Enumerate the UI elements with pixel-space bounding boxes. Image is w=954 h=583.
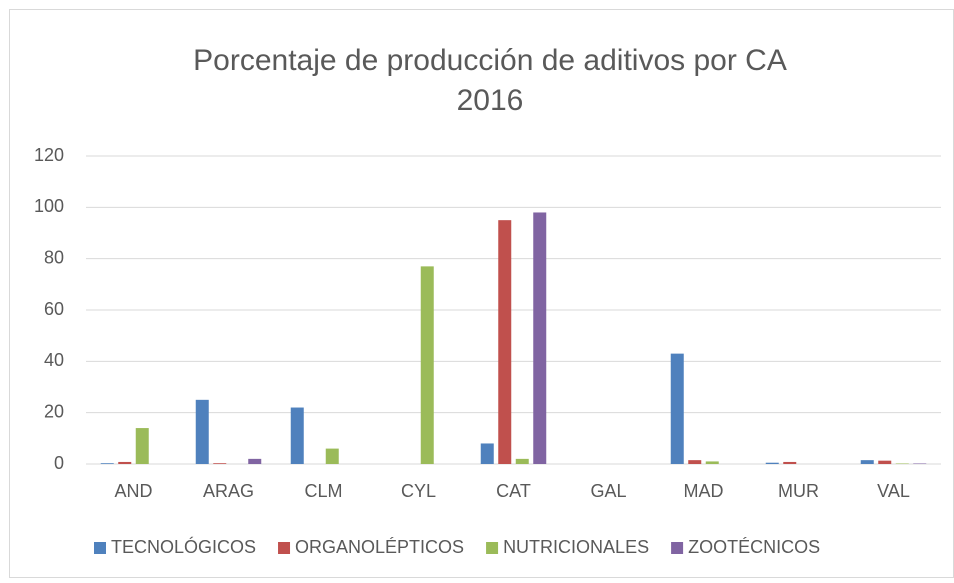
x-tick-label: VAL (877, 481, 910, 501)
legend-label: TECNOLÓGICOS (111, 536, 256, 557)
x-tick-label: CLM (304, 481, 342, 501)
legend-swatch (94, 542, 106, 554)
bar (533, 212, 547, 464)
bar (783, 461, 797, 464)
chart-title: Porcentaje de producción de aditivos por… (193, 44, 787, 77)
legend-label: ORGANOLÉPTICOS (295, 537, 464, 557)
legend-swatch (486, 542, 499, 554)
bar (480, 443, 494, 464)
chart-subtitle: 2016 (457, 84, 524, 117)
bar (498, 220, 512, 464)
legend-swatch (671, 542, 684, 554)
x-tick-label: GAL (590, 481, 626, 501)
chart-border (9, 9, 954, 578)
y-tick-label: 20 (44, 401, 64, 421)
bar (290, 407, 304, 464)
bar (118, 461, 132, 464)
x-tick-label: ARAG (203, 481, 254, 501)
legend-swatch (278, 542, 291, 554)
bar (913, 463, 927, 464)
y-tick-label: 100 (34, 196, 64, 216)
y-tick-label: 120 (34, 145, 64, 165)
x-tick-label: CYL (401, 481, 436, 501)
x-tick-label: MUR (778, 481, 819, 501)
bar (100, 463, 114, 464)
bar (878, 460, 892, 464)
x-tick-label: MAD (684, 481, 724, 501)
bar (705, 461, 719, 464)
y-tick-label: 40 (44, 350, 64, 370)
bar (765, 462, 779, 464)
bar (860, 460, 874, 464)
y-tick-label: 0 (54, 453, 64, 473)
legend-label: NUTRICIONALES (503, 537, 649, 557)
bar (895, 463, 909, 464)
bar (213, 463, 227, 464)
y-tick-label: 60 (44, 299, 64, 319)
bar (420, 266, 434, 464)
bar (670, 353, 684, 464)
x-tick-label: CAT (496, 481, 531, 501)
bar (195, 399, 209, 464)
bar (248, 458, 262, 464)
bar (135, 428, 149, 464)
bar (688, 460, 702, 464)
bar (515, 458, 529, 464)
legend-label: ZOOTÉCNICOS (688, 537, 820, 557)
bar (325, 448, 339, 464)
y-tick-label: 80 (44, 247, 64, 267)
x-tick-label: AND (114, 481, 152, 501)
